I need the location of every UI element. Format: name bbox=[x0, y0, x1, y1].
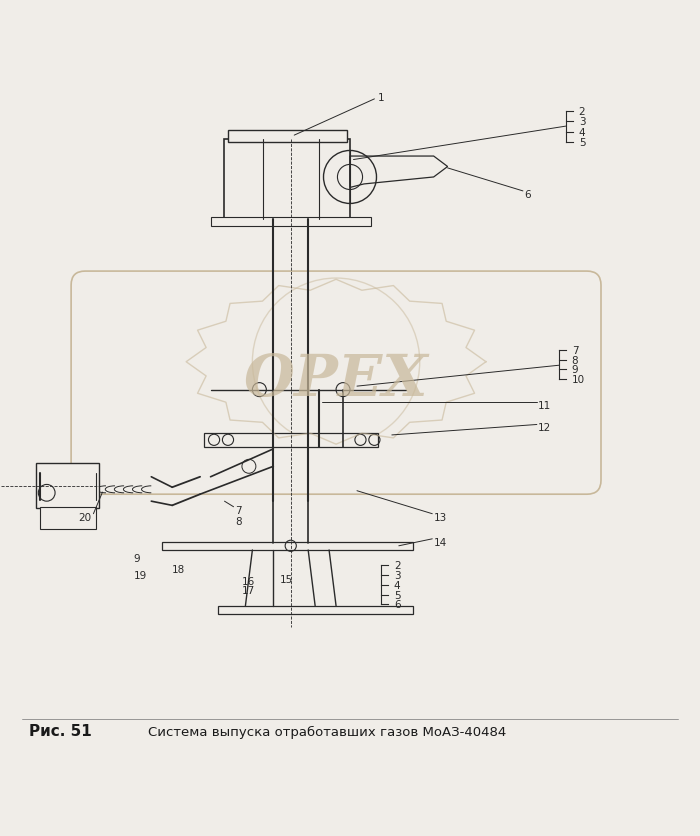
Text: 3: 3 bbox=[579, 117, 585, 127]
Text: 8: 8 bbox=[572, 355, 578, 365]
Text: 9: 9 bbox=[134, 553, 141, 563]
Text: 9: 9 bbox=[572, 365, 578, 375]
Bar bbox=[36, 463, 99, 508]
Text: 4: 4 bbox=[579, 127, 585, 137]
Bar bbox=[225, 140, 350, 220]
Text: 20: 20 bbox=[78, 512, 91, 522]
Text: 4: 4 bbox=[394, 580, 400, 590]
Text: 16: 16 bbox=[242, 577, 256, 587]
Text: 17: 17 bbox=[242, 586, 256, 596]
Text: 11: 11 bbox=[538, 400, 552, 410]
Text: 18: 18 bbox=[172, 565, 186, 575]
Text: 13: 13 bbox=[434, 512, 447, 522]
Text: 15: 15 bbox=[280, 574, 293, 584]
Text: 6: 6 bbox=[524, 190, 531, 200]
Text: 8: 8 bbox=[235, 516, 241, 526]
Bar bbox=[162, 542, 413, 550]
Bar bbox=[40, 507, 95, 529]
Text: 7: 7 bbox=[572, 345, 578, 355]
Text: 12: 12 bbox=[538, 422, 552, 432]
Text: Рис. 51: Рис. 51 bbox=[29, 723, 92, 738]
Text: 2: 2 bbox=[579, 107, 585, 116]
Text: 5: 5 bbox=[579, 138, 585, 148]
Bar bbox=[218, 606, 413, 614]
Text: 7: 7 bbox=[235, 505, 241, 515]
Text: 6: 6 bbox=[394, 599, 400, 609]
Text: 2: 2 bbox=[394, 561, 400, 571]
Text: 3: 3 bbox=[394, 570, 400, 580]
Text: 5: 5 bbox=[394, 590, 400, 600]
Text: 14: 14 bbox=[434, 537, 447, 547]
Bar bbox=[228, 130, 346, 143]
Text: OPEX: OPEX bbox=[244, 351, 428, 408]
Bar bbox=[211, 218, 371, 227]
Text: 1: 1 bbox=[378, 93, 384, 103]
Text: 10: 10 bbox=[572, 375, 584, 385]
Bar bbox=[204, 433, 378, 447]
Text: Система выпуска отработавших газов МоАЗ-40484: Система выпуска отработавших газов МоАЗ-… bbox=[148, 726, 506, 738]
Text: 19: 19 bbox=[134, 570, 147, 580]
